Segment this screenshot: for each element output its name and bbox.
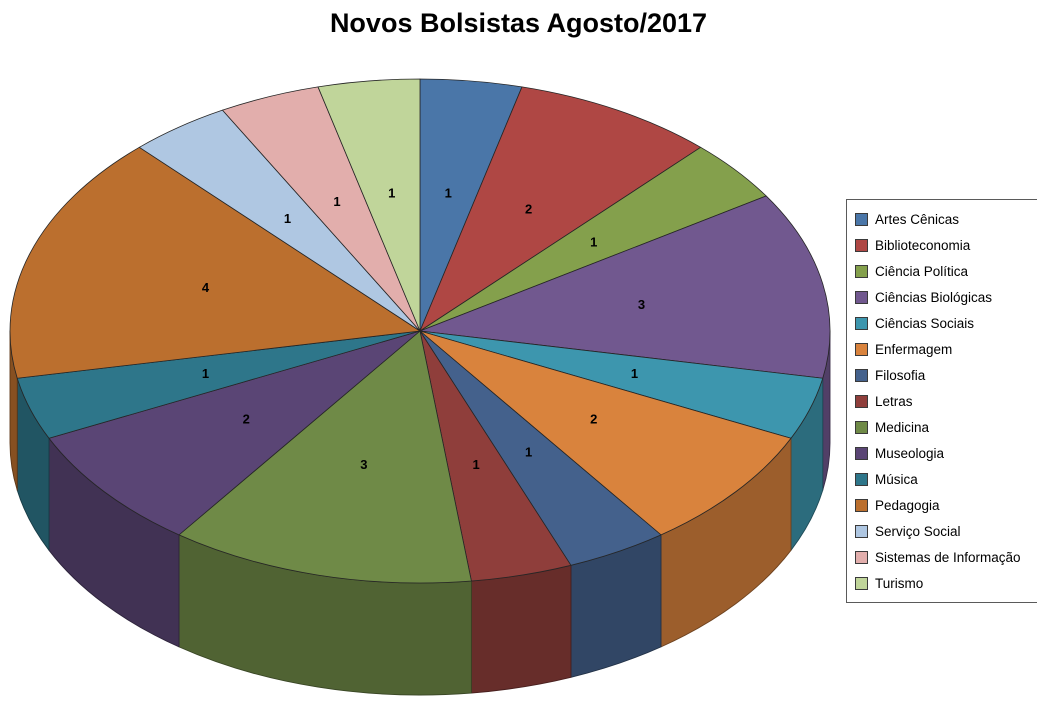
slice-value-label-ciencias-sociais: 1 xyxy=(631,366,638,381)
slice-value-label-biblioteconomia: 2 xyxy=(525,202,532,217)
pie-slice-side-letras xyxy=(470,564,572,694)
legend-marker-icon xyxy=(855,472,868,486)
legend-label: Ciências Biológicas xyxy=(875,289,993,305)
pie-slice-museologia xyxy=(48,330,421,536)
legend-marker-icon xyxy=(855,394,868,408)
legend-item-filosofia: Filosofia xyxy=(855,362,1031,388)
slice-value-label-musica: 1 xyxy=(202,366,209,381)
slice-value-label-artes-cenicas: 1 xyxy=(445,185,452,200)
slice-value-label-turismo: 1 xyxy=(388,185,395,200)
legend-marker-icon xyxy=(855,498,868,512)
slice-value-label-letras: 1 xyxy=(472,457,479,472)
legend-label: Artes Cênicas xyxy=(875,211,960,227)
pie-slice-pedagogia xyxy=(9,146,421,379)
legend-marker-icon xyxy=(855,264,868,278)
slice-value-label-ciencia-politica: 1 xyxy=(590,235,597,250)
legend-item-artes-cenicas: Artes Cênicas xyxy=(855,206,1031,232)
pie-slice-turismo xyxy=(317,78,421,332)
slice-value-label-enfermagem: 2 xyxy=(590,411,597,426)
legend-item-musica: Música xyxy=(855,466,1031,492)
legend-label: Música xyxy=(875,471,918,487)
legend-marker-icon xyxy=(855,576,868,590)
legend-marker-icon xyxy=(855,524,868,538)
legend-item-letras: Letras xyxy=(855,388,1031,414)
pie-slice-biblioteconomia xyxy=(419,86,702,332)
legend-item-enfermagem: Enfermagem xyxy=(855,336,1031,362)
legend-item-sistemas-de-informacao: Sistemas de Informação xyxy=(855,544,1031,570)
legend-marker-icon xyxy=(855,550,868,564)
slice-value-label-servico-social: 1 xyxy=(284,211,291,226)
slice-value-label-filosofia: 1 xyxy=(525,444,532,459)
legend-marker-icon xyxy=(855,238,868,252)
legend-item-ciencias-sociais: Ciências Sociais xyxy=(855,310,1031,336)
legend-item-biblioteconomia: Biblioteconomia xyxy=(855,232,1031,258)
legend-marker-icon xyxy=(855,342,868,356)
legend-item-pedagogia: Pedagogia xyxy=(855,492,1031,518)
legend-label: Letras xyxy=(875,393,913,409)
legend-item-museologia: Museologia xyxy=(855,440,1031,466)
legend-label: Museologia xyxy=(875,445,945,461)
pie-slice-enfermagem xyxy=(419,330,792,536)
legend-label: Biblioteconomia xyxy=(875,237,971,253)
legend-item-turismo: Turismo xyxy=(855,570,1031,596)
legend-label: Ciências Sociais xyxy=(875,315,975,331)
legend-marker-icon xyxy=(855,212,868,226)
slice-value-label-ciencias-biologicas: 3 xyxy=(638,297,645,312)
legend-marker-icon xyxy=(855,368,868,382)
legend-label: Medicina xyxy=(875,419,930,435)
legend-marker-icon xyxy=(855,316,868,330)
slice-value-label-museologia: 2 xyxy=(243,411,250,426)
legend-marker-icon xyxy=(855,420,868,434)
pie-slice-medicina xyxy=(178,330,472,584)
legend-label: Enfermagem xyxy=(875,341,953,357)
legend: Artes Cênicas Biblioteconomia Ciência Polí… xyxy=(846,199,1037,603)
pie-slice-ciencias-biologicas xyxy=(419,195,831,379)
legend-item-ciencia-politica: Ciência Política xyxy=(855,258,1031,284)
legend-label: Turismo xyxy=(875,575,924,591)
chart-title: Novos Bolsistas Agosto/2017 xyxy=(329,8,708,38)
legend-label: Filosofia xyxy=(875,367,926,383)
legend-marker-icon xyxy=(855,290,868,304)
slice-value-label-pedagogia: 4 xyxy=(202,280,210,295)
slice-value-label-sistemas-de-informacao: 1 xyxy=(333,194,340,209)
legend-label: Serviço Social xyxy=(875,523,961,539)
legend-label: Sistemas de Informação xyxy=(875,549,1021,565)
slice-value-label-medicina: 3 xyxy=(360,457,367,472)
legend-item-ciencias-biologicas: Ciências Biológicas xyxy=(855,284,1031,310)
legend-label: Ciência Política xyxy=(875,263,969,279)
legend-item-servico-social: Serviço Social xyxy=(855,518,1031,544)
legend-label: Pedagogia xyxy=(875,497,940,513)
legend-marker-icon xyxy=(855,446,868,460)
legend-item-medicina: Medicina xyxy=(855,414,1031,440)
